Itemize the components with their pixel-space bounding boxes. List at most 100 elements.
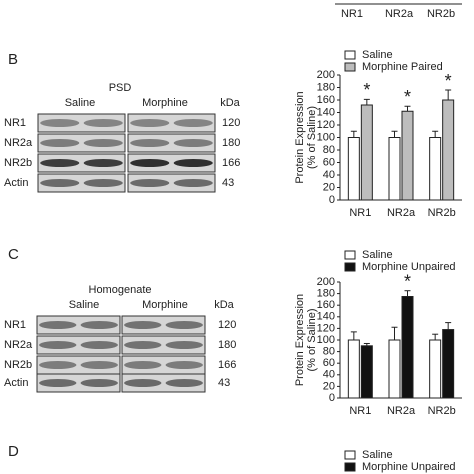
blot-kda: 43 xyxy=(222,177,234,189)
y-tick-label: 180 xyxy=(317,288,335,300)
blot-box xyxy=(37,133,126,153)
blot-band xyxy=(173,179,213,187)
bar xyxy=(429,137,442,201)
blot-group: Saline xyxy=(69,299,100,311)
y-tick-label: 120 xyxy=(317,119,335,131)
blot-band xyxy=(130,139,170,147)
x-tick-label: NR2b xyxy=(427,8,455,20)
blot-kda: 43 xyxy=(218,377,230,389)
y-axis-label: (% of Saline) xyxy=(306,309,318,372)
blot-band xyxy=(165,321,203,329)
blot-band xyxy=(39,321,77,329)
blot-band xyxy=(40,159,80,167)
blot-band xyxy=(173,159,213,167)
blot-band xyxy=(165,341,203,349)
blot-kda: 120 xyxy=(218,319,236,331)
blot-band xyxy=(40,119,80,127)
x-tick-label: NR1 xyxy=(349,405,371,417)
blot-band xyxy=(165,379,203,387)
legend-label: Morphine Paired xyxy=(362,61,443,73)
bar xyxy=(388,339,401,399)
blot-band xyxy=(80,341,118,349)
bar xyxy=(401,296,414,399)
y-tick-label: 40 xyxy=(323,169,335,181)
significance-star: * xyxy=(404,271,411,291)
blot-band xyxy=(80,361,118,369)
x-tick-label: NR2a xyxy=(387,405,416,417)
blot-band xyxy=(40,139,80,147)
y-tick-label: 200 xyxy=(317,276,335,288)
blot-band xyxy=(39,341,77,349)
blot-band xyxy=(39,361,77,369)
y-tick-label: 80 xyxy=(323,346,335,358)
legend-swatch xyxy=(344,62,356,72)
blot-band xyxy=(124,361,162,369)
blot-kda: 180 xyxy=(218,339,236,351)
y-tick-label: 100 xyxy=(317,334,335,346)
blot-unit: kDa xyxy=(220,97,240,109)
blot-kda: 120 xyxy=(222,117,240,129)
panel-letter: B xyxy=(8,51,18,68)
blot-band xyxy=(173,139,213,147)
bar xyxy=(442,99,455,201)
blot-band xyxy=(80,321,118,329)
blot-band xyxy=(83,139,123,147)
x-tick-label: NR1 xyxy=(349,207,371,219)
y-tick-label: 140 xyxy=(317,106,335,118)
x-tick-label: NR2a xyxy=(387,207,416,219)
y-tick-label: 80 xyxy=(323,144,335,156)
blot-band xyxy=(124,321,162,329)
blot-band xyxy=(130,159,170,167)
blot-title: PSD xyxy=(109,82,132,94)
legend-swatch xyxy=(344,250,356,260)
blot-band xyxy=(124,379,162,387)
y-tick-label: 100 xyxy=(317,131,335,143)
legend-swatch xyxy=(344,462,356,472)
y-tick-label: 160 xyxy=(317,299,335,311)
blot-box xyxy=(127,133,216,153)
x-tick-label: NR2b xyxy=(428,207,456,219)
significance-star: * xyxy=(404,87,411,107)
significance-star: * xyxy=(363,80,370,100)
legend-label: Saline xyxy=(362,449,393,461)
blot-box xyxy=(37,113,126,133)
blot-box xyxy=(36,335,121,355)
blot-box xyxy=(127,173,216,193)
blot-band xyxy=(83,159,123,167)
y-tick-label: 0 xyxy=(329,194,335,206)
blot-band xyxy=(173,119,213,127)
blot-box xyxy=(36,373,121,393)
blot-box xyxy=(121,335,206,355)
bar xyxy=(442,329,455,399)
blot-unit: kDa xyxy=(214,299,234,311)
blot-band xyxy=(130,179,170,187)
blot-kda: 166 xyxy=(222,157,240,169)
blot-group: Morphine xyxy=(142,97,188,109)
blot-band xyxy=(124,341,162,349)
y-tick-label: 20 xyxy=(323,181,335,193)
bar xyxy=(360,345,373,399)
blot-band xyxy=(40,179,80,187)
y-axis-label: (% of Saline) xyxy=(306,106,318,169)
x-tick-label: NR1 xyxy=(341,8,363,20)
blot-box xyxy=(37,173,126,193)
blot-group: Saline xyxy=(65,97,96,109)
x-tick-label: NR2a xyxy=(385,8,414,20)
y-tick-label: 160 xyxy=(317,94,335,106)
blot-row-label: NR2a xyxy=(4,137,33,149)
legend-swatch xyxy=(344,450,356,460)
y-tick-label: 200 xyxy=(317,69,335,81)
blot-row-label: NR2b xyxy=(4,157,32,169)
legend-swatch xyxy=(344,262,356,272)
legend-label: Morphine Unpaired xyxy=(362,461,456,473)
blot-box xyxy=(127,153,216,173)
blot-band xyxy=(80,379,118,387)
blot-band xyxy=(83,179,123,187)
bar xyxy=(388,137,401,201)
blot-band xyxy=(165,361,203,369)
y-tick-label: 140 xyxy=(317,311,335,323)
blot-row-label: NR1 xyxy=(4,319,26,331)
legend-label: Morphine Unpaired xyxy=(362,261,456,273)
bar xyxy=(347,137,360,201)
